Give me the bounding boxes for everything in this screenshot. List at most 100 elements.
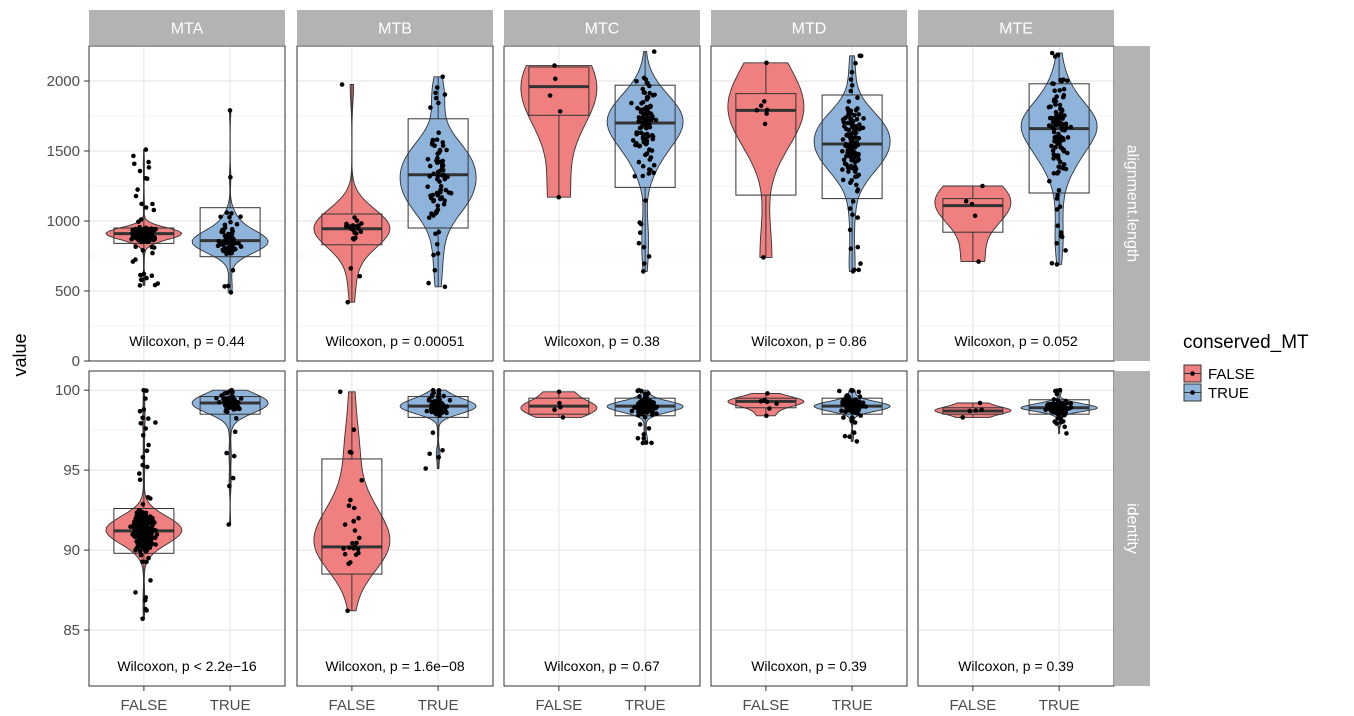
panel-border — [296, 45, 494, 362]
data-point — [762, 398, 767, 403]
data-point — [146, 416, 151, 421]
data-point — [642, 261, 647, 266]
data-point — [136, 523, 141, 529]
data-point — [440, 74, 446, 80]
data-point — [1049, 50, 1055, 56]
data-point — [840, 117, 846, 122]
data-point — [848, 88, 854, 94]
data-point — [644, 151, 650, 156]
column-strip-background — [918, 10, 1114, 45]
y-tick-label: 500 — [55, 283, 80, 300]
wilcoxon-annotation: Wilcoxon, p = 0.00051 — [326, 333, 465, 349]
data-point — [1051, 97, 1057, 102]
data-point — [353, 231, 359, 236]
data-point — [848, 163, 854, 169]
data-point — [148, 578, 153, 583]
data-point — [232, 400, 237, 405]
panel-background — [918, 371, 1114, 686]
data-point — [636, 401, 641, 406]
data-point — [436, 393, 441, 398]
data-point — [227, 108, 233, 113]
data-point — [634, 131, 639, 137]
data-point — [647, 147, 652, 152]
data-point — [432, 143, 437, 148]
wilcoxon-annotation: Wilcoxon, p = 0.052 — [954, 333, 1078, 349]
data-point — [1053, 144, 1058, 150]
data-point — [149, 541, 154, 546]
data-point — [643, 198, 648, 203]
data-point — [347, 449, 353, 455]
data-point — [228, 237, 234, 242]
x-tick-label: TRUE — [625, 697, 666, 714]
data-point — [238, 244, 244, 249]
data-point — [151, 245, 157, 250]
data-point — [345, 608, 350, 614]
data-point — [425, 157, 431, 162]
data-point — [1059, 114, 1065, 120]
data-point — [1068, 124, 1074, 130]
data-point — [137, 471, 142, 476]
data-point — [844, 133, 850, 138]
data-point — [430, 387, 436, 393]
data-point — [1064, 431, 1069, 436]
data-point — [432, 402, 437, 408]
column-strip-background — [89, 10, 285, 45]
data-point — [139, 277, 145, 283]
data-point — [426, 280, 431, 286]
data-point — [144, 548, 150, 553]
data-point — [439, 400, 444, 406]
data-point — [442, 176, 448, 182]
data-point — [1051, 409, 1056, 415]
data-point — [140, 415, 145, 421]
data-point — [130, 259, 136, 264]
data-point — [432, 268, 438, 273]
x-tick-label: TRUE — [418, 697, 459, 714]
data-point — [852, 420, 858, 425]
data-point — [219, 393, 224, 398]
data-point — [440, 448, 445, 453]
data-point — [434, 210, 439, 215]
data-point — [432, 407, 438, 413]
data-point — [1051, 397, 1057, 402]
data-point — [630, 138, 636, 143]
legend-label: TRUE — [1208, 385, 1249, 402]
data-point — [227, 232, 233, 237]
data-point — [133, 234, 138, 240]
data-point — [224, 399, 229, 404]
data-point — [842, 124, 847, 129]
data-point — [837, 388, 842, 394]
data-point — [636, 115, 642, 120]
data-point — [436, 229, 442, 235]
data-point — [437, 148, 443, 153]
data-point — [1068, 401, 1074, 407]
data-point — [639, 101, 644, 106]
data-point — [547, 93, 553, 98]
data-point — [648, 117, 654, 123]
data-point — [860, 400, 866, 406]
data-point — [646, 171, 652, 176]
data-point — [758, 399, 764, 404]
data-point — [552, 407, 557, 413]
data-point — [857, 127, 862, 132]
data-point — [150, 535, 156, 540]
data-point — [354, 218, 360, 223]
data-point — [1056, 169, 1061, 174]
data-point — [359, 478, 365, 483]
data-point — [651, 170, 656, 176]
data-point — [139, 531, 144, 536]
data-point — [1051, 126, 1057, 132]
data-point — [857, 53, 863, 59]
panel-MTA-alignment.length — [89, 46, 285, 362]
panel-border — [710, 45, 908, 362]
data-point — [636, 240, 642, 246]
data-point — [228, 290, 234, 295]
data-point — [651, 401, 656, 407]
data-point — [351, 427, 357, 433]
data-point — [339, 82, 345, 87]
column-strip-MTB: MTB — [297, 10, 493, 45]
data-point — [653, 117, 659, 123]
data-point — [350, 236, 356, 241]
data-point — [557, 400, 562, 406]
data-point — [428, 406, 434, 412]
